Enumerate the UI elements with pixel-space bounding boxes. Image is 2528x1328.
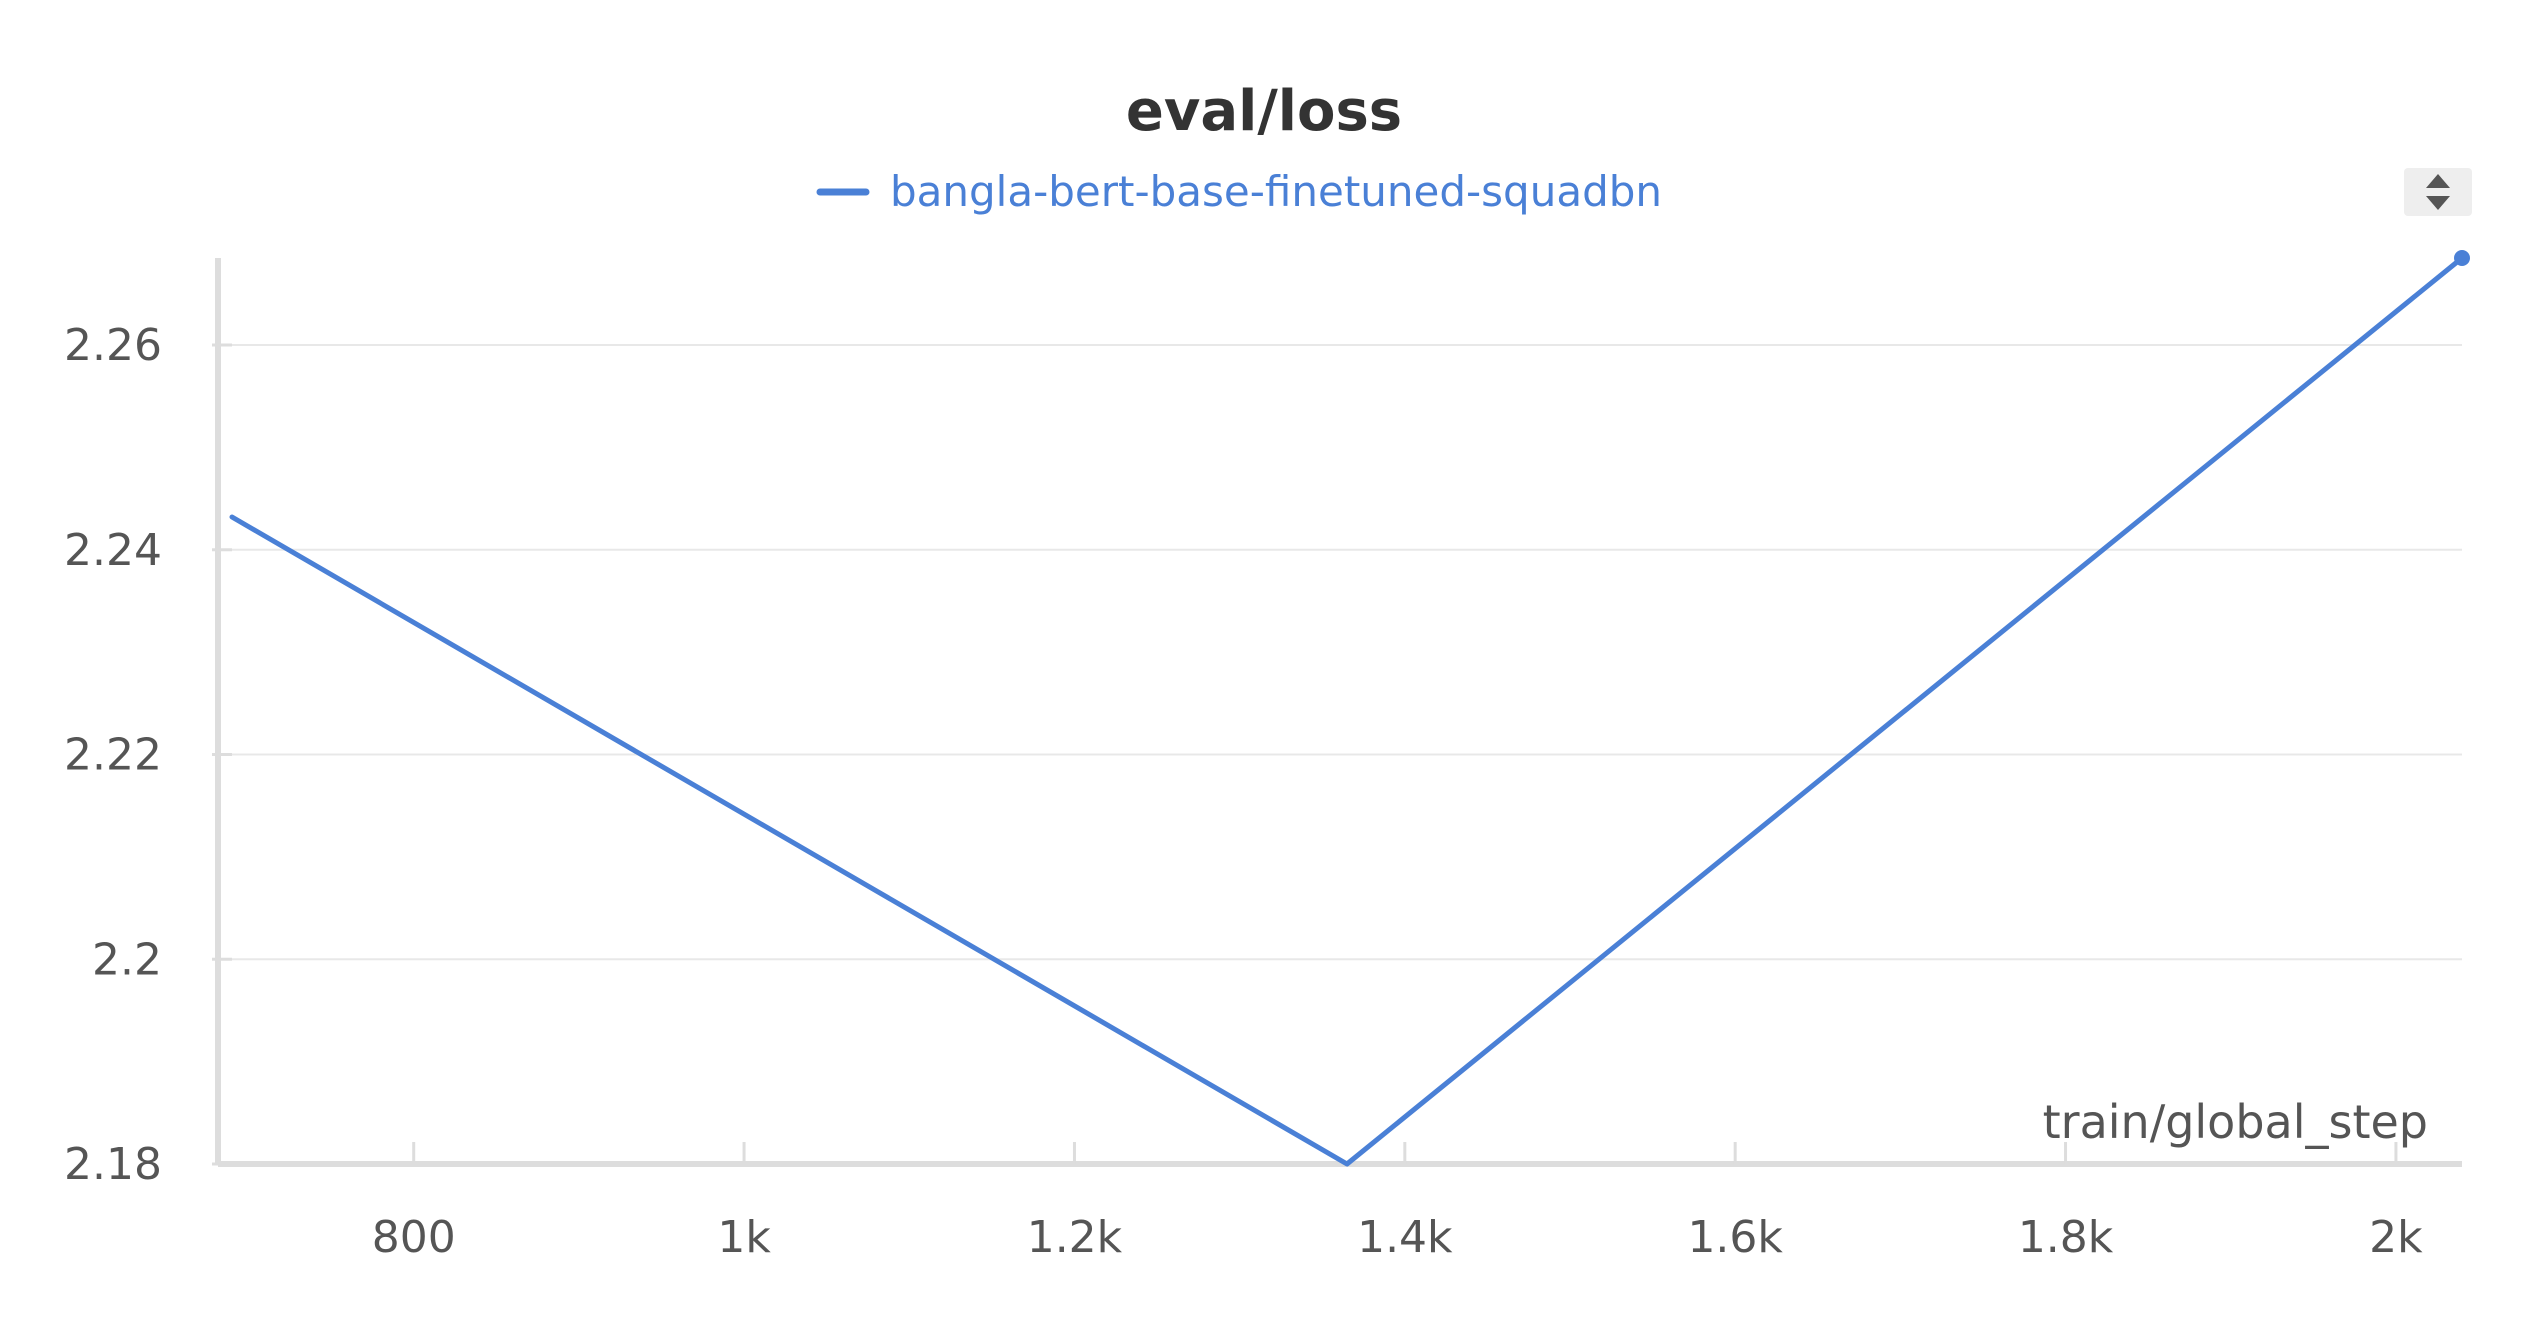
axes	[215, 258, 2462, 1167]
x-tick-label-3: 1.4k	[1357, 1212, 1453, 1263]
y-axis-ticks: 2.18 2.2 2.22 2.24 2.26	[64, 320, 232, 1190]
y-tick-label-4: 2.26	[64, 320, 162, 371]
x-tick-label-6: 2k	[2369, 1212, 2423, 1263]
legend-label-series-1[interactable]: bangla-bert-base-finetuned-squadbn	[890, 167, 1662, 216]
x-axis-label: train/global_step	[2043, 1095, 2428, 1149]
y-tick-label-1: 2.2	[92, 934, 162, 985]
x-axis-ticks: 800 1k 1.2k 1.4k 1.6k 1.8k 2k	[372, 1142, 2423, 1263]
up-down-arrows-icon	[2426, 174, 2450, 210]
x-tick-label-0: 800	[372, 1212, 456, 1263]
legend: bangla-bert-base-finetuned-squadbn	[816, 167, 1662, 216]
y-tick-label-2: 2.22	[64, 730, 162, 781]
x-tick-label-2: 1.2k	[1027, 1212, 1123, 1263]
x-tick-label-1: 1k	[717, 1212, 771, 1263]
x-tick-label-5: 1.8k	[2018, 1212, 2114, 1263]
y-tick-label-3: 2.24	[64, 525, 162, 576]
legend-scroll-button[interactable]	[2404, 168, 2472, 216]
series-endpoint-1[interactable]	[2454, 250, 2470, 266]
y-tick-label-0: 2.18	[64, 1139, 162, 1190]
series-line-1[interactable]	[229, 255, 2465, 1167]
series-layer	[229, 250, 2470, 1167]
chart-title: eval/loss	[1126, 79, 1402, 144]
x-tick-label-4: 1.6k	[1687, 1212, 1783, 1263]
grid-lines	[232, 344, 2462, 961]
